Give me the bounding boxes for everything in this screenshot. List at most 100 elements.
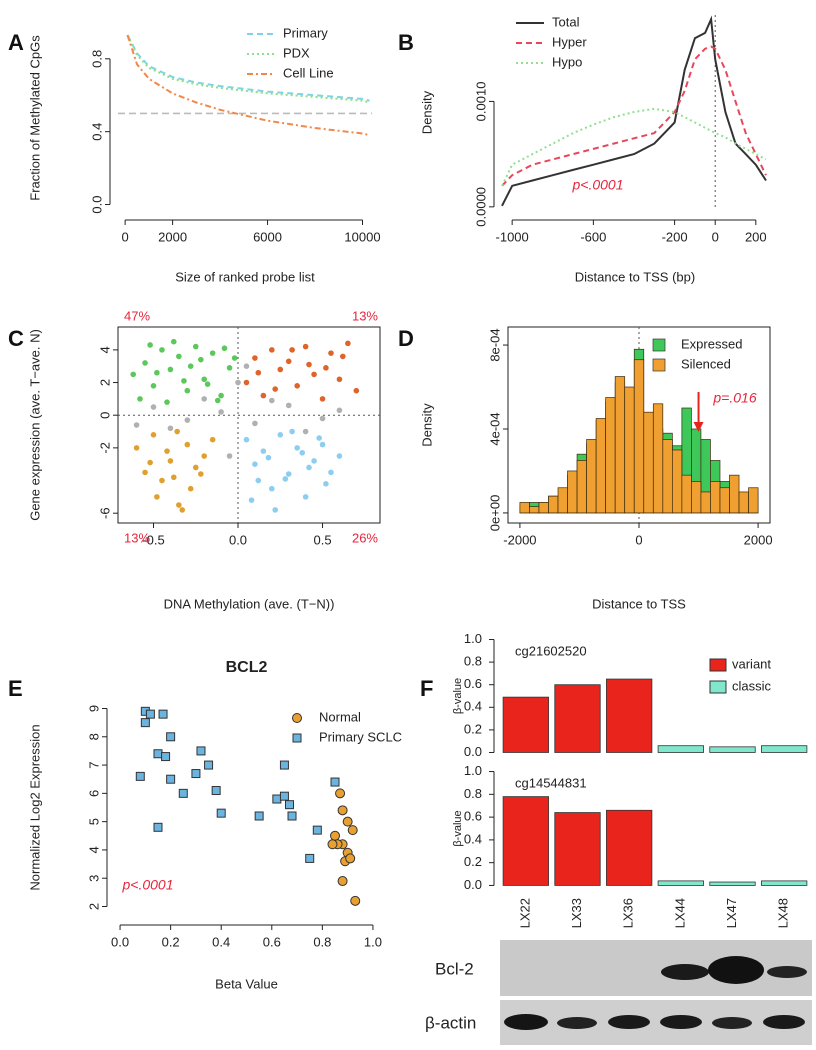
chart-title: BCL2 bbox=[226, 659, 268, 676]
plot-frame bbox=[117, 326, 381, 524]
x-tick-label: 0 bbox=[122, 229, 129, 244]
point bbox=[328, 469, 334, 476]
point bbox=[252, 461, 258, 468]
point bbox=[150, 432, 157, 438]
point bbox=[198, 356, 204, 363]
point bbox=[142, 469, 148, 476]
legend-label: Normal bbox=[319, 709, 361, 724]
x-tick-label: 0.0 bbox=[111, 934, 129, 949]
point bbox=[319, 441, 326, 448]
quadrant-label: 13% bbox=[352, 308, 378, 323]
y-axis-label: Fraction of Methylated CpGs bbox=[27, 35, 42, 201]
y-axis-label: β-value bbox=[452, 678, 464, 714]
point bbox=[337, 805, 348, 816]
bar bbox=[606, 809, 653, 886]
y-axis-label: β-value bbox=[452, 810, 464, 846]
series-line bbox=[501, 107, 767, 187]
y-tick-label: 0e+00 bbox=[487, 495, 502, 532]
blot-band bbox=[504, 1014, 548, 1030]
series-line bbox=[126, 34, 370, 137]
x-tick-label: 2000 bbox=[158, 229, 187, 244]
histogram-bar bbox=[576, 460, 587, 514]
bar bbox=[657, 880, 704, 886]
point bbox=[330, 777, 340, 787]
x-tick-label: 2000 bbox=[744, 532, 773, 547]
x-tick-label: 1.0 bbox=[364, 934, 382, 949]
bar bbox=[709, 746, 756, 753]
annotation: p=.016 bbox=[712, 390, 756, 406]
point bbox=[158, 709, 168, 719]
y-tick-label: 8e-04 bbox=[487, 328, 502, 361]
point bbox=[312, 825, 322, 835]
point bbox=[269, 347, 275, 353]
point bbox=[201, 376, 208, 383]
x-axis-label: Distance to TSS bbox=[592, 596, 686, 611]
point bbox=[305, 853, 315, 863]
legend-swatch bbox=[709, 680, 727, 694]
point bbox=[243, 363, 250, 370]
blot-band bbox=[661, 964, 709, 980]
point bbox=[154, 369, 160, 376]
blot-band bbox=[608, 1015, 650, 1029]
histogram-bar bbox=[643, 411, 654, 514]
legend-label: PDX bbox=[283, 45, 310, 60]
y-tick-label: 4 bbox=[86, 846, 101, 853]
point bbox=[248, 497, 255, 503]
histogram-bar bbox=[652, 403, 664, 514]
x-tick-label: 0.4 bbox=[212, 934, 230, 949]
point bbox=[319, 415, 326, 422]
point bbox=[214, 397, 221, 404]
point bbox=[287, 811, 297, 821]
point bbox=[166, 732, 176, 742]
x-tick-label: 0.8 bbox=[313, 934, 331, 949]
point bbox=[164, 399, 170, 405]
point bbox=[340, 353, 346, 360]
point bbox=[243, 436, 250, 443]
x-tick-label: 200 bbox=[745, 229, 767, 244]
y-axis-label: Normalized Log2 Expression bbox=[27, 724, 42, 890]
point bbox=[254, 811, 264, 821]
point bbox=[184, 417, 191, 423]
point bbox=[216, 808, 226, 818]
blot-band bbox=[557, 1017, 597, 1029]
point bbox=[319, 396, 326, 402]
y-tick-label: 0.0 bbox=[464, 877, 482, 892]
point bbox=[336, 453, 343, 459]
point bbox=[328, 350, 334, 356]
point bbox=[201, 396, 208, 402]
panel-label: C bbox=[8, 326, 24, 351]
arrow-head bbox=[693, 422, 704, 432]
series-line bbox=[501, 45, 767, 187]
point bbox=[159, 477, 165, 484]
point bbox=[153, 749, 163, 759]
y-tick-label: 0.2 bbox=[464, 721, 482, 736]
point bbox=[347, 825, 358, 836]
histogram-bar bbox=[567, 470, 578, 514]
y-tick-label: 0.0 bbox=[464, 744, 482, 759]
x-tick-label: 0.5 bbox=[313, 532, 331, 547]
legend-label: Total bbox=[552, 14, 580, 29]
point bbox=[345, 853, 356, 864]
panel-label: E bbox=[8, 676, 23, 701]
point bbox=[137, 396, 143, 402]
point bbox=[260, 448, 267, 454]
point bbox=[179, 507, 186, 513]
point bbox=[330, 830, 341, 841]
point bbox=[167, 366, 174, 373]
point bbox=[311, 371, 317, 378]
histogram-bar bbox=[548, 495, 559, 514]
point bbox=[145, 709, 155, 719]
y-tick-label: 0.4 bbox=[464, 831, 482, 846]
bar bbox=[657, 745, 704, 753]
point bbox=[272, 794, 282, 804]
chart-title: cg21602520 bbox=[515, 643, 587, 658]
point bbox=[336, 407, 343, 414]
y-tick-label: 4e-04 bbox=[487, 412, 502, 445]
legend-swatch bbox=[652, 338, 666, 352]
point bbox=[306, 464, 312, 471]
legend-swatch bbox=[652, 358, 666, 372]
legend-label: Cell Line bbox=[283, 65, 334, 80]
point bbox=[196, 746, 206, 756]
legend-label: Silenced bbox=[681, 356, 731, 371]
